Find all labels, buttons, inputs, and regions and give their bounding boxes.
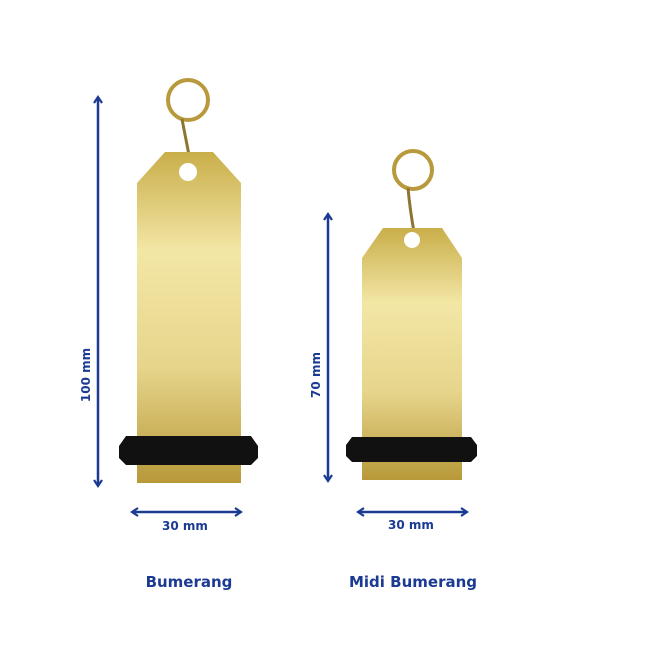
key-ring bbox=[392, 149, 434, 191]
tag-body bbox=[137, 152, 241, 483]
rubber-band bbox=[346, 437, 477, 462]
rubber-band bbox=[119, 436, 258, 465]
height-label: 100 mm bbox=[79, 348, 93, 402]
bumerang-keytag bbox=[119, 78, 258, 483]
tag-hole bbox=[404, 232, 420, 248]
key-ring bbox=[166, 78, 210, 122]
height-label: 70 mm bbox=[309, 352, 323, 398]
midi-bumerang-keytag bbox=[346, 149, 477, 480]
product-name: Bumerang bbox=[146, 573, 233, 591]
width-label: 30 mm bbox=[162, 519, 208, 533]
tag-body bbox=[362, 228, 462, 480]
width-label: 30 mm bbox=[388, 518, 434, 532]
product-name: Midi Bumerang bbox=[349, 573, 477, 591]
tag-hole bbox=[179, 163, 197, 181]
ring-wire bbox=[406, 187, 416, 233]
